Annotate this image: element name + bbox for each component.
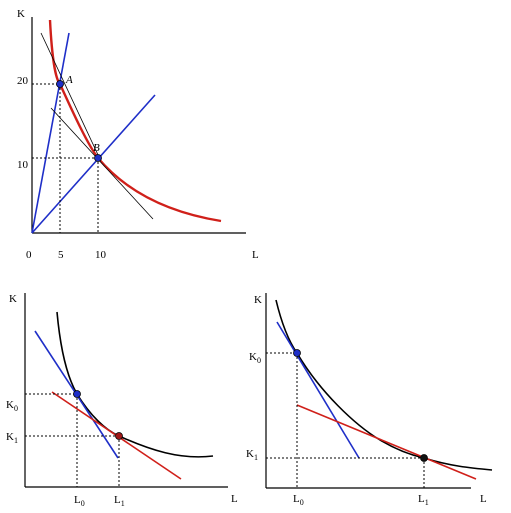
br-y-axis-label: K: [254, 294, 262, 306]
bl-l1-label: L1: [114, 494, 125, 508]
bl-k0-sub: 0: [14, 404, 18, 413]
top-tangent-line-2: [50, 107, 154, 220]
bl-point-1: [115, 432, 123, 440]
br-red-line: [296, 404, 477, 480]
bl-l1-main: L: [114, 494, 121, 506]
bl-k1-label: K1: [6, 431, 18, 445]
bl-isoquant-curve: [56, 311, 214, 458]
br-k0-main: K: [249, 351, 257, 363]
bl-k1-main: K: [6, 431, 14, 443]
bl-k0-main: K: [6, 399, 14, 411]
top-tangent-line-1: [40, 32, 100, 158]
br-l0-sub: 0: [300, 498, 304, 507]
top-point-b-label: B: [93, 142, 100, 154]
bl-point-0: [73, 390, 81, 398]
top-y-tick-20: 20: [17, 75, 29, 87]
top-x-axis-label: L: [252, 249, 259, 261]
top-x-tick-10: 10: [95, 249, 107, 261]
top-ray-shallow: [31, 94, 156, 234]
top-y-tick-10: 10: [17, 159, 29, 171]
bl-k0-label: K0: [6, 399, 18, 413]
br-x-axis-label: L: [480, 493, 487, 505]
top-point-b: [94, 154, 102, 162]
br-l1-main: L: [418, 493, 425, 505]
top-origin-label: 0: [26, 249, 32, 261]
br-k1-label: K1: [246, 448, 258, 462]
br-point-1: [420, 454, 428, 462]
br-point-0: [293, 349, 301, 357]
bl-x-axis-label: L: [231, 493, 238, 505]
br-k1-sub: 1: [254, 453, 258, 462]
br-k0-sub: 0: [257, 356, 261, 365]
br-blue-line: [276, 321, 360, 459]
br-l1-label: L1: [418, 493, 429, 507]
br-l0-label: L0: [293, 493, 304, 507]
bl-l0-label: L0: [74, 494, 85, 508]
top-y-axis-label: K: [17, 8, 25, 20]
br-k1-main: K: [246, 448, 254, 460]
bl-y-axis-label: K: [9, 293, 17, 305]
bottom-left-panel: K L K0 K1 L0 L1: [6, 293, 238, 508]
bottom-right-panel: K L K0 K1 L0 L1: [246, 293, 493, 507]
br-isoquant-curve: [275, 299, 493, 471]
top-isoquant-curve: [48, 19, 222, 223]
bl-l0-sub: 0: [81, 499, 85, 508]
br-l1-sub: 1: [425, 498, 429, 507]
top-panel: K L 0 20 10 5 10 A B: [17, 8, 259, 261]
bl-l1-sub: 1: [121, 499, 125, 508]
bl-k1-sub: 1: [14, 436, 18, 445]
top-point-a: [56, 80, 64, 88]
bl-l0-main: L: [74, 494, 81, 506]
br-l0-main: L: [293, 493, 300, 505]
br-k0-label: K0: [249, 351, 261, 365]
top-point-a-label: A: [65, 74, 73, 86]
top-x-tick-5: 5: [58, 249, 64, 261]
top-ray-steep: [31, 32, 70, 234]
